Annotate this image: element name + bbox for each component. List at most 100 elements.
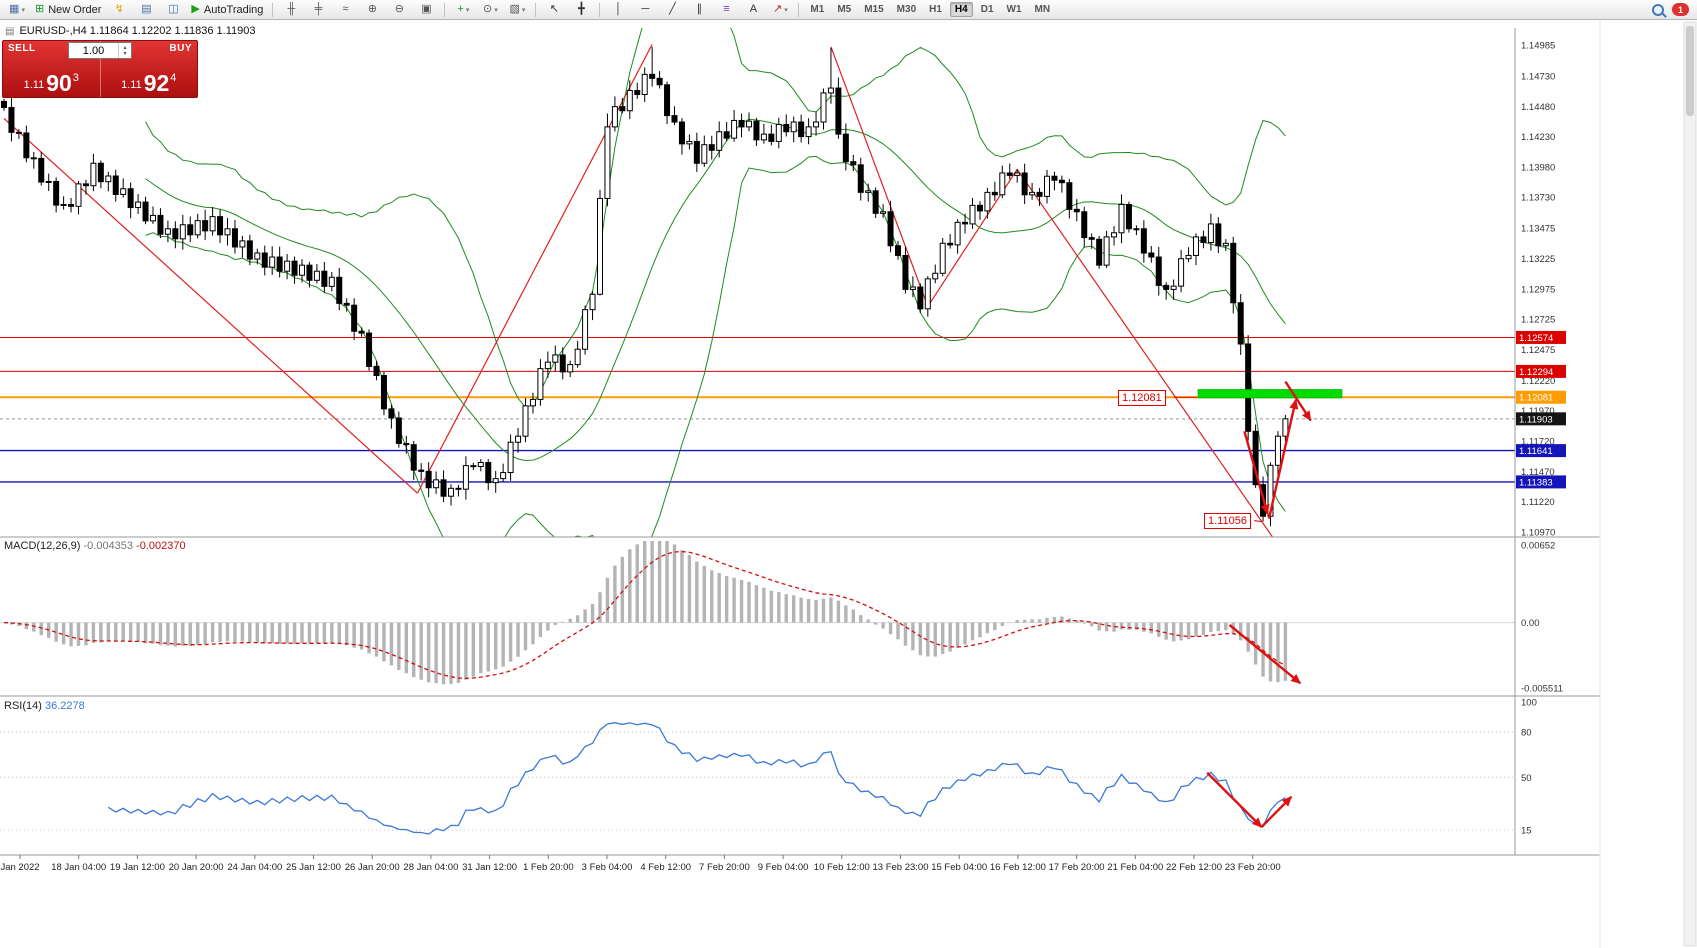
equidistant-channel-icon[interactable]: ∥ <box>686 0 712 19</box>
bollinger-lower-band[interactable] <box>145 155 1286 580</box>
sell-button[interactable]: SELL 1.11 90 3 <box>3 41 100 97</box>
bollinger-middle-band[interactable] <box>145 118 1286 462</box>
equidistant-channel-icon-glyph: ∥ <box>696 3 703 15</box>
market-watch-icon[interactable]: ▤ <box>133 0 159 19</box>
axes-layer: 1.14985 1.14730 1.14480 1.14230 1.13980 1.137… <box>0 20 1697 948</box>
scrollbar-thumb[interactable] <box>1686 26 1694 116</box>
buy-button[interactable]: BUY 1.11 92 4 <box>99 41 198 97</box>
candlestick-chart-icon[interactable]: ╪ <box>305 0 331 19</box>
zoom-out-icon[interactable]: ⊖ <box>386 0 412 19</box>
bollinger-upper-band[interactable] <box>145 20 1286 408</box>
notification-badge[interactable]: 1 <box>1672 3 1689 16</box>
candle-body <box>68 204 75 207</box>
indicators-icon[interactable]: + ▾ <box>450 0 476 19</box>
chart-canvas[interactable]: 1.14985 1.14730 1.14480 1.14230 1.13980 1.137… <box>0 20 1697 948</box>
candle-body <box>716 131 723 151</box>
trendline-icon[interactable]: ╱ <box>659 0 685 19</box>
time-axis-label: 3 Feb 04:00 <box>582 862 633 873</box>
price-tag-label: 1.11641 <box>1519 446 1553 457</box>
one-click-trading-panel: SELL 1.11 90 3 BUY 1.11 92 4 1.00 ▴ ▾ <box>2 40 198 98</box>
candle-body <box>313 270 320 281</box>
timeframe-w1-button[interactable]: W1 <box>1006 4 1022 15</box>
text-icon[interactable]: A <box>740 0 766 19</box>
search-icon[interactable] <box>1652 3 1664 16</box>
annotation-arrow-main-1[interactable] <box>1243 431 1270 515</box>
charts-toolbar-icon[interactable]: ▦ ▾ <box>4 0 30 19</box>
macd-panel[interactable] <box>0 541 1515 685</box>
candle-body <box>299 264 305 276</box>
periods-icon[interactable]: ⊙ ▾ <box>477 0 503 19</box>
new-order-button[interactable]: ⊞ New Order <box>31 0 105 19</box>
candlestick-chart-icon-glyph: ╪ <box>314 3 323 15</box>
timeframe-m5-button[interactable]: M5 <box>837 4 852 15</box>
line-chart-icon[interactable]: ≈ <box>332 0 358 19</box>
lot-size-input[interactable]: 1.00 ▴ ▾ <box>68 42 132 59</box>
candle-body <box>753 120 760 141</box>
macd-signal-line <box>3 550 1286 680</box>
annotation-arrow-rsi-1[interactable] <box>1206 771 1263 828</box>
market-watch-icon-glyph: ▤ <box>141 3 152 15</box>
price-axis-tick: 1.11220 <box>1521 497 1555 508</box>
candle-body <box>388 408 395 419</box>
fibonacci-icon[interactable]: ≡ <box>713 0 739 19</box>
candle-body <box>485 461 492 484</box>
price-tag-label: 1.12574 <box>1519 333 1553 344</box>
candle-body <box>336 276 343 304</box>
rsi-panel[interactable] <box>0 722 1515 835</box>
candle-body <box>1081 211 1088 239</box>
timeframe-m1-button[interactable]: M1 <box>810 4 825 15</box>
crosshair-icon[interactable]: ╋ <box>568 0 594 19</box>
lightning-icon[interactable]: ↯ <box>106 0 132 19</box>
timeframe-mn-button[interactable]: MN <box>1034 4 1051 15</box>
candle-body <box>172 228 179 240</box>
main-price-panel[interactable] <box>0 20 1515 581</box>
candle-body <box>90 162 97 187</box>
candle-body <box>567 364 574 373</box>
vertical-line-icon[interactable]: │ <box>605 0 631 19</box>
timeframe-h4-button[interactable]: H4 <box>949 2 973 17</box>
templates-icon[interactable]: ▧ ▾ <box>504 0 530 19</box>
price-tag-label: 1.12294 <box>1519 367 1553 378</box>
support-zone-rectangle[interactable] <box>1197 389 1343 399</box>
timeframe-m15-button[interactable]: M15 <box>864 4 884 15</box>
price-tag-1.12294 <box>1516 364 1566 378</box>
timeframe-m30-button[interactable]: M30 <box>896 4 917 15</box>
candle-body <box>433 479 440 489</box>
timeframe-d1-button[interactable]: D1 <box>980 4 994 15</box>
lot-spinner-down-icon[interactable]: ▾ <box>123 50 127 57</box>
lot-spinner[interactable]: ▴ ▾ <box>118 43 131 58</box>
trendline-3[interactable] <box>830 46 929 307</box>
candle-body <box>1029 191 1036 196</box>
trendline-5[interactable] <box>1016 168 1281 550</box>
vertical-scrollbar[interactable] <box>1683 21 1697 947</box>
zoom-in-icon[interactable]: ⊕ <box>359 0 385 19</box>
candle-body <box>38 157 45 183</box>
toolbar-separator <box>535 2 537 17</box>
annotation-arrow-main-2[interactable] <box>1267 398 1299 519</box>
candle-body <box>343 302 350 306</box>
trendline-1[interactable] <box>3 117 418 494</box>
support-price-label[interactable]: 1.12081 <box>1118 390 1166 406</box>
timeframe-h1-button[interactable]: H1 <box>929 4 942 15</box>
autotrading-button[interactable]: ▶ AutoTrading <box>187 0 267 19</box>
annotation-arrow-main-3[interactable] <box>1284 380 1312 422</box>
candle-body <box>746 120 752 128</box>
candle-body <box>187 224 194 236</box>
toolbar-separator <box>272 2 274 17</box>
time-axis-label: 10 Feb 12:00 <box>814 862 870 873</box>
annotation-arrow-macd-1[interactable] <box>1228 624 1302 685</box>
candle-body <box>976 204 983 212</box>
bar-chart-icon[interactable]: ╫ <box>278 0 304 19</box>
arrows-icon[interactable]: ↗ ▾ <box>767 0 793 19</box>
horizontal-line-icon[interactable]: ─ <box>632 0 658 19</box>
annotation-arrow-rsi-2[interactable] <box>1260 796 1293 828</box>
candle-body <box>835 87 842 135</box>
low-price-label[interactable]: 1.11056 <box>1204 513 1251 529</box>
lot-spinner-up-icon[interactable]: ▴ <box>123 44 127 51</box>
candle-body <box>708 144 715 151</box>
candle-body <box>962 221 969 225</box>
tile-windows-icon[interactable]: ▣ <box>413 0 439 19</box>
price-tag-label: 1.11903 <box>1519 414 1553 425</box>
navigator-icon[interactable]: ◫ <box>160 0 186 19</box>
cursor-icon[interactable]: ↖ <box>541 0 567 19</box>
